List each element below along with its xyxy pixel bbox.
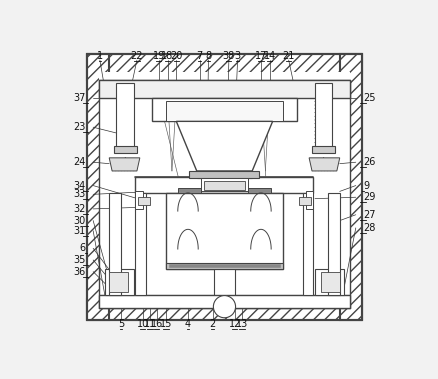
Text: 18: 18 <box>162 51 174 61</box>
Bar <box>152 98 297 121</box>
Polygon shape <box>177 121 272 171</box>
Text: 22: 22 <box>131 51 143 61</box>
Bar <box>87 54 109 320</box>
Bar <box>99 295 350 308</box>
Bar <box>178 188 201 193</box>
Bar <box>99 72 350 308</box>
Text: 35: 35 <box>74 255 86 265</box>
Bar <box>138 197 150 205</box>
Text: 33: 33 <box>74 190 86 199</box>
Text: 36: 36 <box>74 267 86 277</box>
Bar <box>254 193 265 241</box>
Bar <box>182 193 197 241</box>
Bar <box>328 193 340 295</box>
Bar <box>109 193 121 295</box>
Text: 28: 28 <box>363 223 375 233</box>
Text: 23: 23 <box>74 122 86 132</box>
Text: 25: 25 <box>363 93 376 103</box>
Bar <box>306 191 314 209</box>
Text: 14: 14 <box>264 51 276 61</box>
Text: 2: 2 <box>210 319 216 329</box>
Text: 7: 7 <box>197 51 203 61</box>
Text: 9: 9 <box>363 180 369 191</box>
Text: 8: 8 <box>205 51 212 61</box>
Text: 27: 27 <box>363 210 376 220</box>
Bar <box>87 54 362 80</box>
Bar <box>303 193 314 295</box>
Bar <box>169 265 280 267</box>
Bar <box>105 269 134 295</box>
Text: 37: 37 <box>74 93 86 103</box>
Polygon shape <box>109 158 140 171</box>
Text: 6: 6 <box>80 243 86 253</box>
Text: 32: 32 <box>74 204 86 214</box>
Text: 1: 1 <box>97 51 103 61</box>
Bar <box>87 299 362 320</box>
Text: 17: 17 <box>255 51 267 61</box>
Text: 31: 31 <box>74 226 86 236</box>
Bar <box>340 54 362 320</box>
Bar <box>135 191 143 209</box>
Bar <box>315 269 344 295</box>
Text: 13: 13 <box>236 319 248 329</box>
Bar <box>135 193 146 295</box>
Bar <box>197 171 252 178</box>
Text: 15: 15 <box>160 319 172 329</box>
Bar <box>214 269 235 299</box>
Bar <box>135 177 314 193</box>
Bar <box>166 193 283 269</box>
Bar <box>204 181 245 190</box>
Text: 29: 29 <box>363 192 375 202</box>
Bar <box>201 178 248 191</box>
Text: 12: 12 <box>229 319 241 329</box>
Text: 30: 30 <box>74 216 86 226</box>
Text: 26: 26 <box>363 157 375 167</box>
Text: 5: 5 <box>118 319 124 329</box>
Bar <box>117 83 134 147</box>
Bar <box>99 80 350 98</box>
Text: 38: 38 <box>223 51 235 61</box>
Text: 34: 34 <box>74 180 86 191</box>
Text: 10: 10 <box>137 319 149 329</box>
Bar <box>190 171 259 178</box>
Text: 24: 24 <box>74 157 86 167</box>
Text: 11: 11 <box>144 319 156 329</box>
Bar <box>252 193 267 241</box>
Bar <box>299 197 311 205</box>
Polygon shape <box>309 158 340 171</box>
Bar <box>248 188 271 193</box>
Text: 21: 21 <box>283 51 295 61</box>
Bar <box>321 272 340 292</box>
Text: 16: 16 <box>151 319 163 329</box>
Bar <box>166 101 283 121</box>
Bar <box>109 272 128 292</box>
Bar <box>315 83 332 147</box>
Bar <box>312 146 336 153</box>
Bar <box>184 193 195 241</box>
Bar <box>166 263 283 269</box>
Text: 4: 4 <box>185 319 191 329</box>
Text: 3: 3 <box>234 51 240 61</box>
Text: 19: 19 <box>153 51 165 61</box>
Text: 20: 20 <box>170 51 183 61</box>
Bar <box>113 146 137 153</box>
Circle shape <box>213 296 236 318</box>
